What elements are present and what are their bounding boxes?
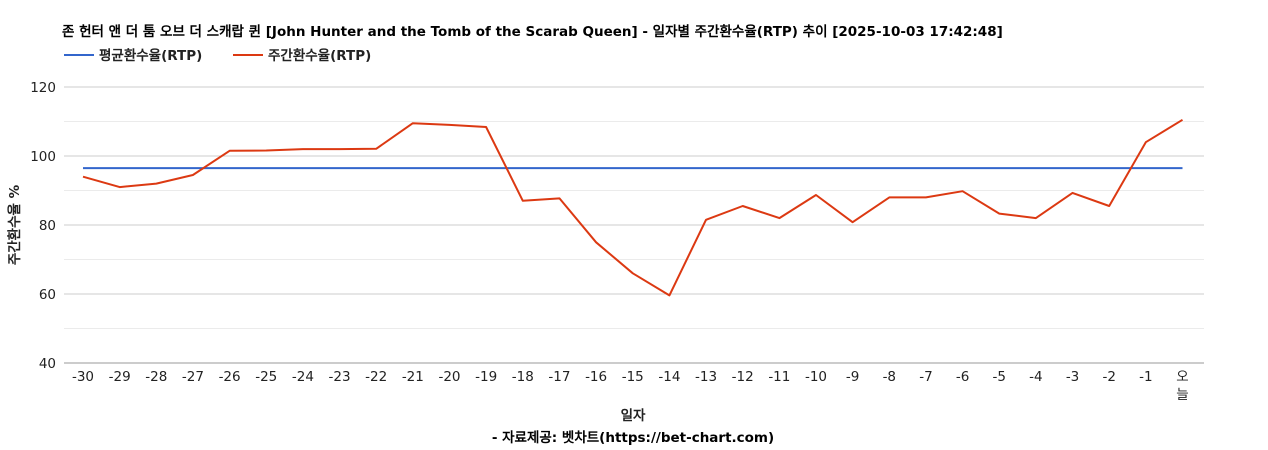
x-tick-label: -2 [1102,369,1115,385]
x-tick-label: -12 [732,369,754,385]
x-tick-label: -30 [72,369,94,385]
x-tick-label: -13 [695,369,717,385]
chart-title: 존 헌터 앤 더 툼 오브 더 스캐랍 퀸 [John Hunter and t… [62,23,1003,40]
x-tick-label: -14 [658,369,680,385]
x-tick-label: -27 [182,369,204,385]
x-tick-label: -23 [329,369,351,385]
x-tick-label: -3 [1066,369,1079,385]
x-axis-title: 일자 [621,408,646,424]
x-tick-label: -6 [956,369,969,385]
x-tick-label: -15 [622,369,644,385]
y-tick-label: 40 [39,356,56,372]
x-tick-label: -7 [919,369,932,385]
y-tick-label: 120 [30,80,56,96]
x-tick-label: -25 [255,369,277,385]
data-credit: - 자료제공: 벳차트(https://bet-chart.com) [492,429,774,446]
gridlines [64,86,1204,364]
x-tick-label: -19 [475,369,497,385]
y-tick-label: 80 [39,218,56,234]
series-line-weekly-rtp [82,118,1184,297]
x-tick-label: -10 [805,369,827,385]
x-tick-label: -8 [883,369,896,385]
x-tick-label: -28 [145,369,167,385]
x-tick-label: -20 [438,369,460,385]
y-tick-label: 60 [39,287,56,303]
legend-label-average-rtp: 평균환수율(RTP) [99,47,202,64]
x-tick-label: -21 [402,369,424,385]
x-tick-label: -17 [548,369,570,385]
x-tick-label: -22 [365,369,387,385]
legend-label-weekly-rtp: 주간환수율(RTP) [268,47,371,64]
x-tick-label: -18 [512,369,534,385]
x-tick-label: -11 [768,369,790,385]
x-tick-label: -1 [1139,369,1152,385]
x-tick-label: -26 [219,369,241,385]
series-layer [82,118,1184,297]
y-tick-label: 100 [30,149,56,165]
x-tick-label: -5 [993,369,1006,385]
x-axis-ticks: -30 -29 -28 -27 -26 -25 -24 -23 -22 -21 -20 -19 -18-… [72,369,1189,403]
x-tick-label: -16 [585,369,607,385]
x-tick-label: -4 [1029,369,1042,385]
x-tick-label: -24 [292,369,314,385]
y-axis-ticks: 40 60 80 100 120 [30,80,56,372]
legend: 평균환수율(RTP) 주간환수율(RTP) [64,47,371,64]
y-axis-title: 주간환수율 % [6,184,23,265]
x-tick-label: -9 [846,369,859,385]
x-tick-label: -29 [109,369,131,385]
